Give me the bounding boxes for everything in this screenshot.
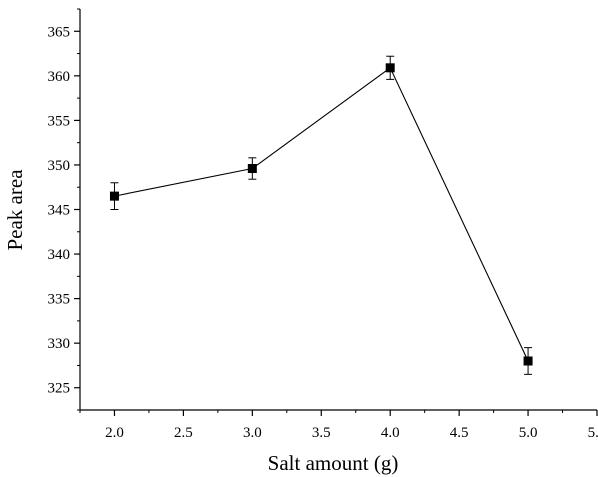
y-tick-label: 330 — [48, 336, 71, 352]
y-axis-label: Peak area — [3, 169, 27, 251]
series — [109, 55, 533, 375]
y-tick-label: 325 — [48, 381, 71, 397]
y-tick-label: 340 — [48, 247, 71, 263]
x-tick-label: 4.0 — [381, 425, 400, 441]
ticks: 2.0 2.5 3.0 3.5 4.0 4.5 5.0 5.5 325 330 335 340 345 3… — [48, 8, 598, 441]
data-point — [109, 191, 119, 201]
y-tick-label: 345 — [48, 203, 71, 219]
data-point — [385, 63, 395, 73]
x-tick-label: 2.5 — [174, 425, 193, 441]
series-line — [114, 66, 529, 362]
data-point — [247, 164, 257, 174]
x-tick-label: 5.0 — [519, 425, 538, 441]
data-point — [523, 356, 533, 366]
x-tick-label: 4.5 — [450, 425, 469, 441]
y-tick-label: 360 — [48, 69, 71, 85]
x-tick-label: 3.0 — [243, 425, 262, 441]
x-axis-label: Salt amount (g) — [268, 451, 399, 475]
y-tick-label: 355 — [48, 113, 71, 129]
y-tick-label: 335 — [48, 292, 71, 308]
x-tick-label: 3.5 — [312, 425, 331, 441]
x-tick-label: 2.0 — [105, 425, 124, 441]
x-tick-label: 5.5 — [588, 425, 598, 441]
y-tick-label: 365 — [48, 24, 71, 40]
plot-frame — [79, 9, 597, 411]
y-tick-label: 350 — [48, 158, 71, 174]
